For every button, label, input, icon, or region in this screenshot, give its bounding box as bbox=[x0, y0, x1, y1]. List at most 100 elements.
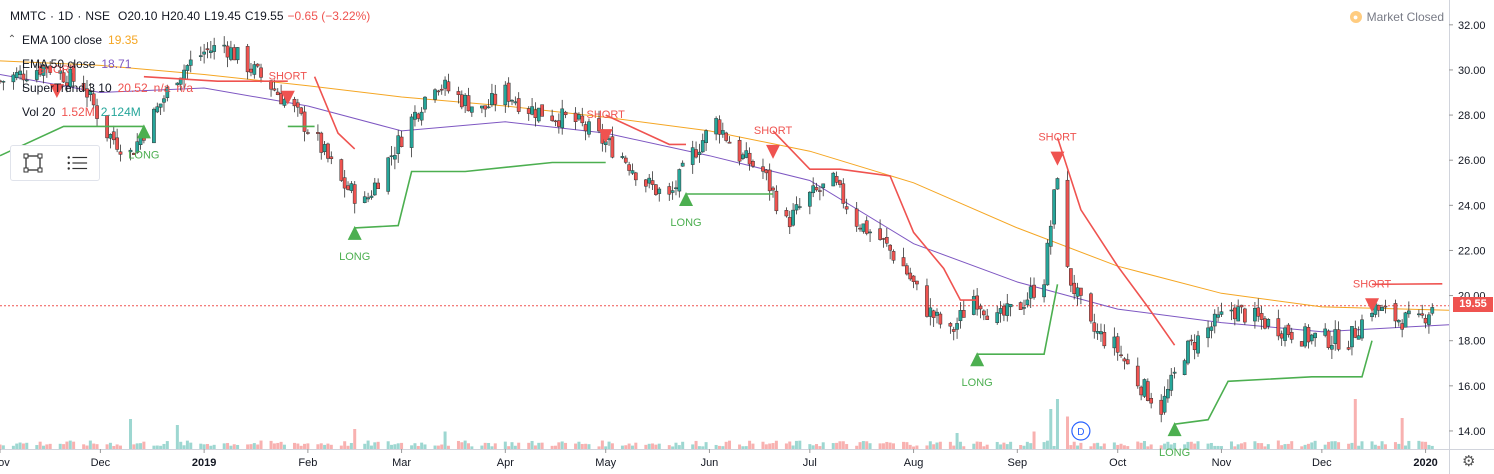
candle-body bbox=[362, 196, 367, 203]
candle-body bbox=[925, 285, 929, 317]
candle-body bbox=[456, 91, 461, 95]
candle-body bbox=[654, 184, 658, 195]
volume-bar bbox=[1116, 444, 1120, 449]
volume-bar bbox=[651, 443, 655, 449]
long-signal-label: LONG bbox=[1159, 447, 1190, 459]
volume-bar bbox=[393, 444, 397, 449]
volume-bar bbox=[955, 433, 959, 449]
candle-body bbox=[490, 93, 494, 106]
volume-bar bbox=[129, 419, 133, 449]
volume-bar bbox=[416, 445, 420, 449]
candle-body bbox=[978, 305, 983, 310]
symbol-header[interactable]: MMTC · 1D · NSE O20.10 H20.40 L19.45 C19… bbox=[10, 9, 370, 23]
candle-body bbox=[1236, 306, 1241, 322]
volume-bar bbox=[1009, 441, 1013, 449]
volume-bar bbox=[537, 442, 541, 449]
candle-body bbox=[607, 138, 611, 141]
candle-body bbox=[697, 151, 702, 156]
volume-bar bbox=[657, 443, 661, 449]
list-icon[interactable] bbox=[66, 152, 88, 174]
candle-body bbox=[583, 124, 588, 132]
volume-bar bbox=[493, 443, 497, 449]
collapse-legend-icon[interactable]: ⌃ bbox=[7, 34, 17, 45]
candle-body bbox=[389, 155, 394, 158]
volume-bar bbox=[667, 445, 671, 449]
candle-body bbox=[326, 143, 330, 159]
volume-bar bbox=[185, 440, 189, 449]
y-tick-label: 24.00 bbox=[1458, 200, 1486, 212]
candle-body bbox=[152, 108, 156, 144]
candle-body bbox=[1403, 312, 1408, 328]
volume-bar bbox=[748, 440, 752, 449]
volume-bar bbox=[139, 443, 143, 449]
volume-bar bbox=[1186, 441, 1190, 449]
volume-bar bbox=[189, 442, 193, 449]
volume-bar bbox=[1119, 443, 1123, 449]
interval-label[interactable]: 1D bbox=[58, 9, 74, 23]
candle-body bbox=[34, 70, 39, 80]
candle-body bbox=[1286, 324, 1291, 335]
candle-body bbox=[563, 111, 568, 116]
volume-bar bbox=[791, 445, 795, 449]
volume-bar bbox=[694, 440, 698, 449]
candle-body bbox=[1025, 299, 1030, 306]
volume-bar bbox=[132, 444, 136, 449]
candle-body bbox=[396, 135, 401, 154]
volume-bar bbox=[440, 444, 444, 449]
candle-body bbox=[1186, 340, 1190, 364]
candle-body bbox=[1139, 386, 1143, 396]
candle-body bbox=[369, 195, 374, 198]
candle-body bbox=[1376, 304, 1381, 311]
candle-body bbox=[316, 132, 320, 134]
indicator-value: n/a bbox=[176, 81, 194, 95]
candle-body bbox=[560, 108, 565, 129]
legend-ema100[interactable]: EMA 100 close 19.35 bbox=[22, 33, 138, 47]
volume-bar bbox=[952, 445, 956, 449]
candle-body bbox=[610, 136, 615, 158]
volume-bar bbox=[42, 445, 46, 449]
volume-bar bbox=[972, 443, 976, 449]
volume-bar bbox=[1216, 445, 1220, 449]
candle-body bbox=[700, 140, 705, 153]
candle-body bbox=[951, 329, 956, 332]
volume-bar bbox=[554, 445, 558, 449]
short-signal-arrow bbox=[1365, 298, 1380, 313]
candle-body bbox=[1119, 354, 1123, 357]
legend-ema50[interactable]: EMA 50 close 18.71 bbox=[22, 57, 131, 71]
legend-volume[interactable]: Vol 20 1.52M 2.124M bbox=[22, 105, 141, 119]
candle-body bbox=[58, 70, 63, 74]
rectangle-select-icon[interactable] bbox=[22, 152, 44, 174]
candle-body bbox=[794, 204, 799, 211]
volume-bar bbox=[574, 443, 578, 449]
gear-icon[interactable]: ⚙ bbox=[1462, 453, 1476, 470]
volume-bar bbox=[480, 445, 484, 449]
volume-bar bbox=[982, 446, 986, 449]
legend-supertrend[interactable]: SuperTrend 3 10 20.52 n/a n/a bbox=[22, 81, 193, 95]
candle-body bbox=[182, 69, 186, 80]
candle-body bbox=[1192, 342, 1197, 351]
volume-bar bbox=[58, 443, 62, 449]
candle-body bbox=[399, 136, 404, 148]
volume-bar bbox=[1005, 444, 1009, 449]
candle-body bbox=[1239, 304, 1244, 308]
volume-bar bbox=[815, 444, 819, 449]
volume-bar bbox=[45, 444, 49, 449]
candle-body bbox=[279, 92, 283, 105]
volume-bar bbox=[798, 440, 802, 449]
volume-bar bbox=[560, 441, 564, 449]
volume-bar bbox=[65, 441, 69, 449]
volume-bar bbox=[349, 442, 353, 449]
x-tick-label: Mar bbox=[392, 457, 411, 469]
volume-bar bbox=[343, 441, 347, 449]
volume-bar bbox=[282, 444, 286, 449]
candle-body bbox=[349, 183, 354, 191]
volume-bar bbox=[118, 445, 122, 449]
volume-bar bbox=[1076, 445, 1080, 449]
candle-body bbox=[165, 87, 170, 98]
volume-bar bbox=[1159, 445, 1163, 449]
volume-bar bbox=[323, 444, 327, 449]
symbol-name[interactable]: MMTC bbox=[10, 9, 46, 23]
candle-body bbox=[366, 197, 370, 200]
volume-bar bbox=[1353, 399, 1357, 449]
